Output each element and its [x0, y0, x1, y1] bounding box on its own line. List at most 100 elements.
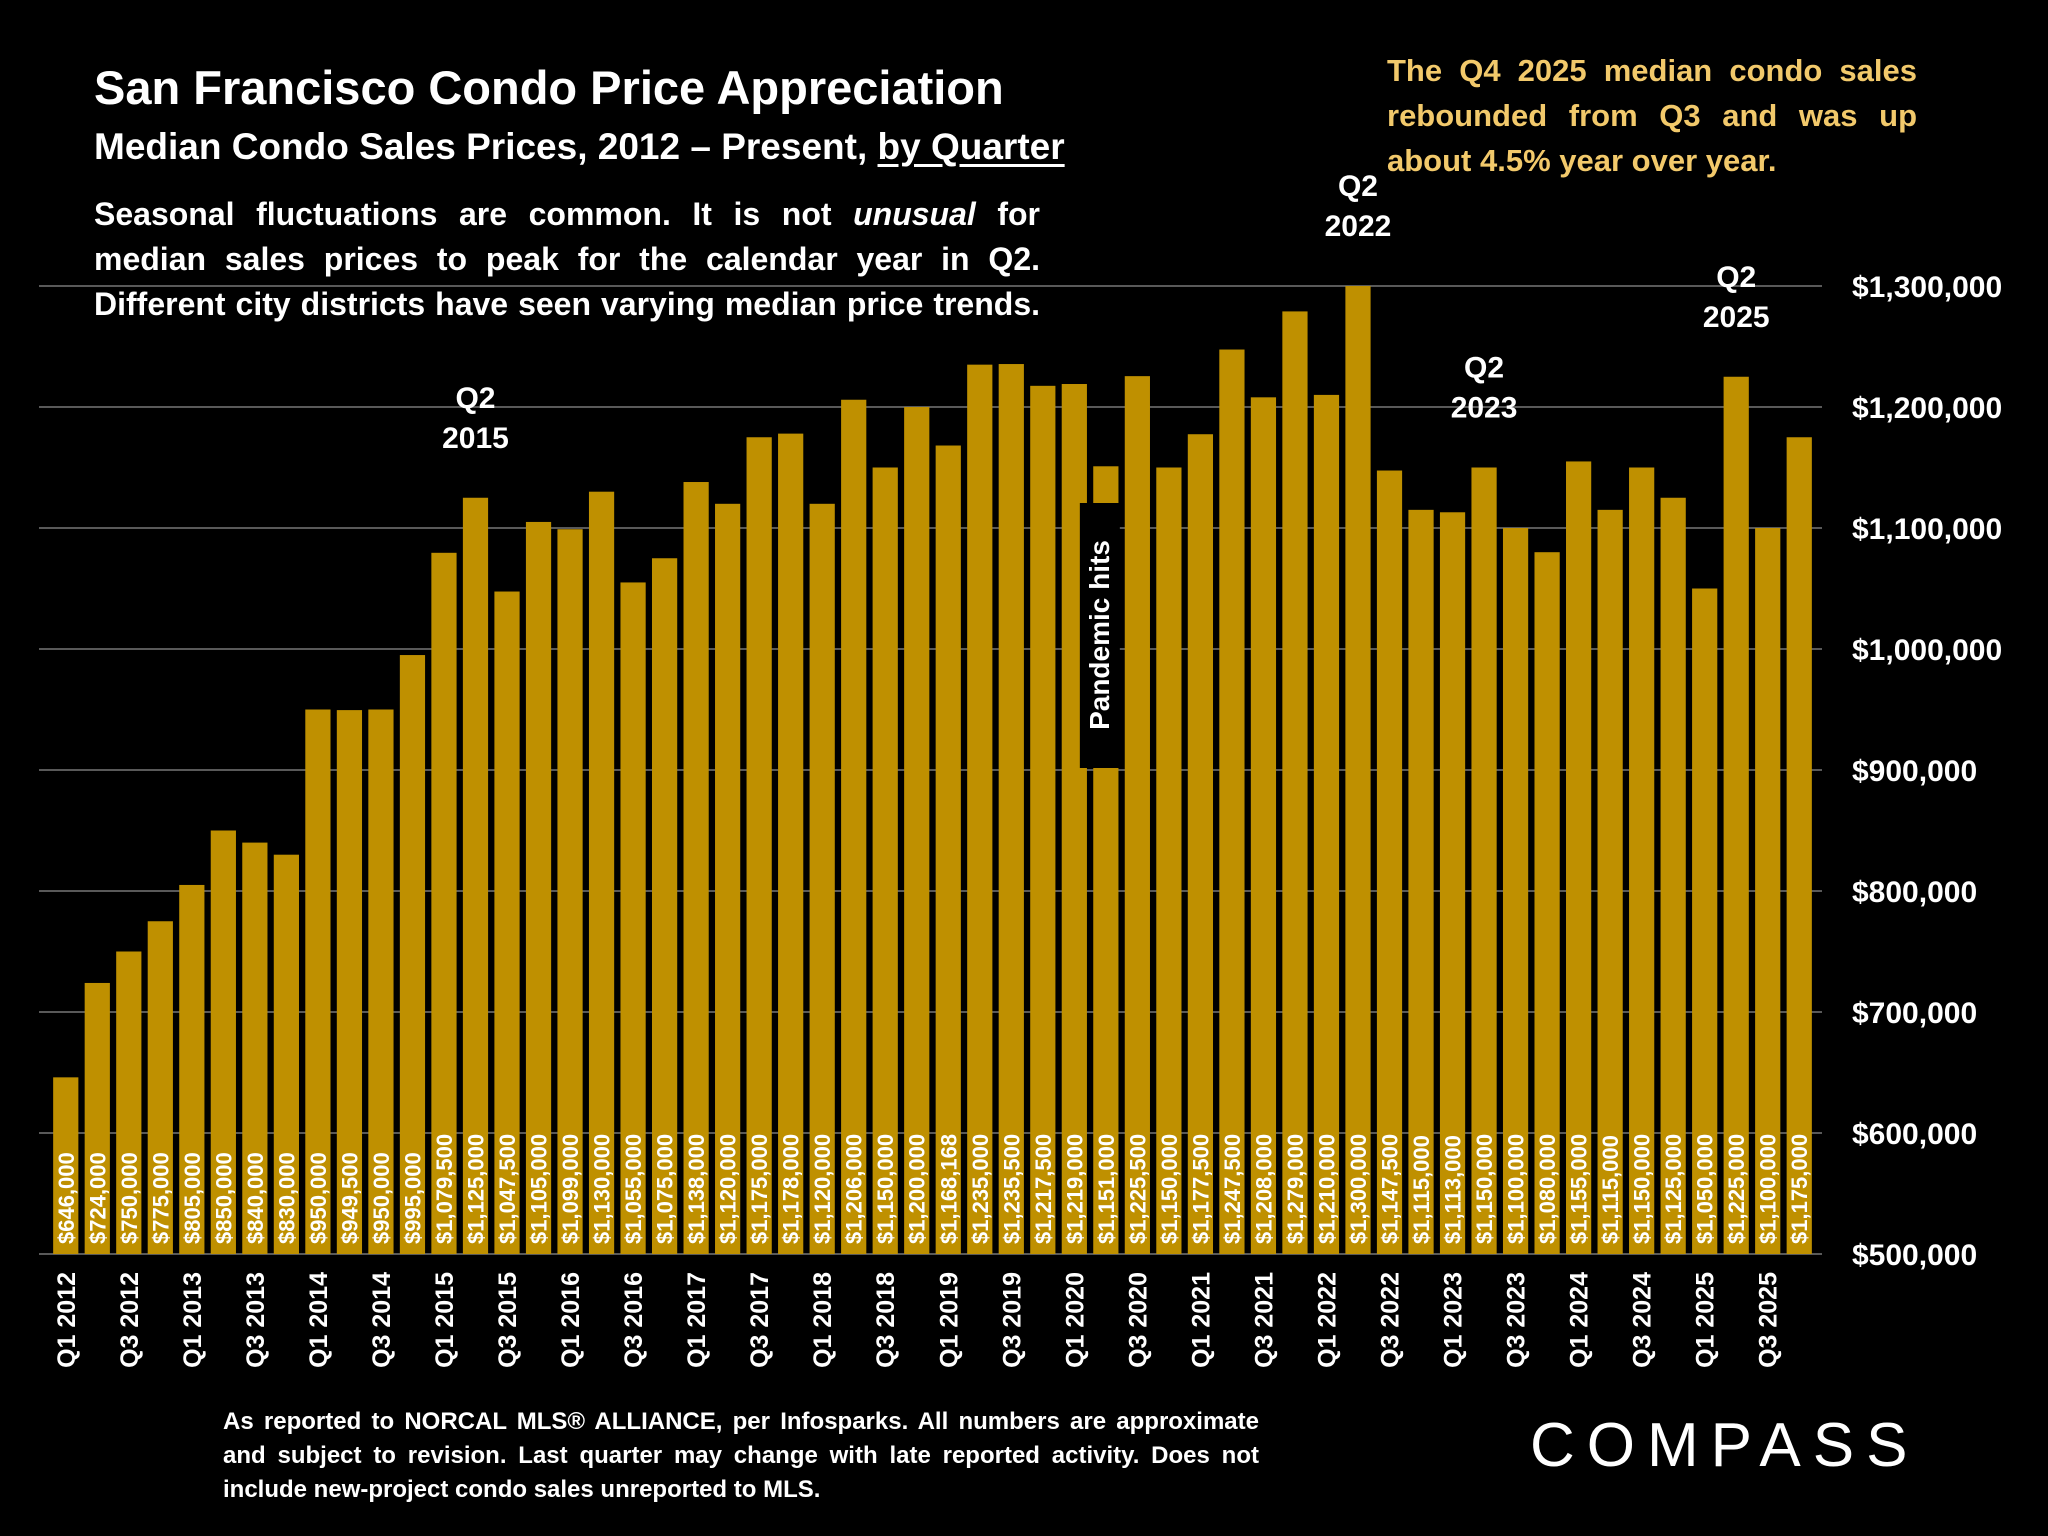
- x-tick-label: Q3 2019: [998, 1272, 1026, 1368]
- data-label: $1,105,000: [527, 1134, 552, 1244]
- annotation-label: Q2: [455, 382, 495, 415]
- bar: [588, 491, 615, 1254]
- bar: [116, 951, 142, 1254]
- data-label: $950,000: [369, 1152, 394, 1244]
- bar: [368, 709, 394, 1254]
- bar: [651, 558, 678, 1254]
- bar: [494, 591, 520, 1254]
- bar: [935, 445, 961, 1254]
- data-label: $1,247,500: [1220, 1134, 1245, 1244]
- bar: [557, 529, 583, 1254]
- data-label: $1,047,500: [495, 1134, 520, 1244]
- bar: [525, 521, 552, 1254]
- bar: [1439, 512, 1466, 1254]
- bar: [179, 884, 205, 1254]
- bar: [1692, 588, 1718, 1254]
- bar: [1471, 467, 1497, 1254]
- bar: [967, 364, 993, 1254]
- x-tick-label: Q3 2016: [620, 1272, 648, 1368]
- data-label: $1,210,000: [1314, 1134, 1339, 1244]
- bar: [1597, 509, 1623, 1255]
- data-label: $775,000: [148, 1152, 173, 1244]
- data-label: $1,235,500: [999, 1134, 1024, 1244]
- data-label: $1,206,000: [842, 1134, 867, 1244]
- data-label: $1,219,000: [1062, 1134, 1087, 1244]
- data-label: $995,000: [400, 1152, 425, 1244]
- bar: [1502, 528, 1529, 1254]
- data-label: $1,100,000: [1504, 1134, 1529, 1244]
- bar: [1345, 286, 1371, 1254]
- x-tick-label: Q3 2014: [368, 1272, 396, 1368]
- x-tick-label: Q1 2014: [305, 1272, 333, 1368]
- x-tick-label: Q3 2015: [494, 1272, 522, 1368]
- data-label: $1,079,500: [432, 1134, 457, 1244]
- data-label: $1,150,000: [1157, 1134, 1182, 1244]
- logo-text: COMPASS: [1530, 1411, 1920, 1480]
- annotation-label: 2022: [1325, 210, 1392, 243]
- bar: [1282, 311, 1308, 1254]
- bar: [305, 709, 331, 1254]
- data-label: $1,075,000: [653, 1134, 678, 1244]
- data-label: $724,000: [85, 1152, 110, 1244]
- data-label: $1,168,168: [936, 1134, 961, 1244]
- data-label: $1,155,000: [1567, 1134, 1592, 1244]
- data-label: $750,000: [117, 1152, 142, 1244]
- bar: [1534, 552, 1560, 1254]
- y-tick-label: $1,100,000: [1852, 513, 2002, 546]
- bar: [210, 830, 236, 1254]
- bar: [1030, 385, 1056, 1254]
- bar: [683, 482, 709, 1254]
- bar: [242, 842, 268, 1254]
- x-tick-label: Q3 2023: [1503, 1272, 1531, 1368]
- bar: [1629, 467, 1655, 1254]
- bar: [1408, 509, 1434, 1255]
- data-label: $1,300,000: [1346, 1134, 1371, 1244]
- annotation-label: Q2: [1338, 170, 1378, 203]
- bar: [462, 497, 489, 1254]
- description-part-3: for median sales prices to peak for the …: [94, 196, 1041, 322]
- bar: [620, 582, 646, 1254]
- annotation-label: Q2: [1716, 261, 1756, 294]
- data-label: $840,000: [243, 1152, 268, 1244]
- x-tick-label: Q3 2012: [116, 1272, 144, 1368]
- chart-subtitle: Median Condo Sales Prices, 2012 – Presen…: [94, 126, 1065, 168]
- data-label: $1,225,000: [1724, 1134, 1749, 1244]
- footnote: As reported to NORCAL MLS® ALLIANCE, per…: [223, 1408, 1259, 1503]
- data-label: $1,125,000: [463, 1134, 488, 1244]
- bar: [1219, 349, 1245, 1254]
- x-tick-label: Q1 2025: [1692, 1272, 1720, 1368]
- x-tick-label: Q1 2023: [1440, 1272, 1468, 1368]
- y-tick-label: $1,200,000: [1852, 392, 2002, 425]
- y-tick-label: $600,000: [1852, 1118, 1977, 1151]
- description-part-1: Seasonal fluctuations are common. It is …: [94, 196, 854, 232]
- bar: [431, 552, 457, 1254]
- bar: [273, 854, 299, 1254]
- data-label: $1,100,000: [1756, 1134, 1781, 1244]
- data-label: $1,113,000: [1441, 1135, 1466, 1244]
- data-label: $1,130,000: [590, 1134, 615, 1244]
- data-label: $1,115,000: [1598, 1135, 1623, 1244]
- data-label: $1,217,500: [1031, 1134, 1056, 1244]
- chart-title: San Francisco Condo Price Appreciation: [94, 61, 1004, 114]
- bar: [1376, 470, 1403, 1254]
- y-tick-label: $900,000: [1852, 755, 1977, 788]
- x-tick-label: Q1 2018: [809, 1272, 837, 1368]
- y-tick-label: $1,000,000: [1852, 634, 2002, 667]
- bar: [336, 710, 363, 1254]
- x-tick-label: Q3 2021: [1250, 1272, 1278, 1368]
- x-tick-label: Q3 2022: [1377, 1272, 1405, 1368]
- bar: [746, 437, 772, 1254]
- description-emphasis: unusual: [853, 196, 976, 232]
- x-tick-label: Q3 2013: [242, 1272, 270, 1368]
- bar: [778, 433, 804, 1254]
- bar: [715, 503, 741, 1254]
- data-label: $1,150,000: [873, 1134, 898, 1244]
- compass-logo: COMPASS: [1530, 1410, 1919, 1481]
- bar: [809, 503, 835, 1254]
- annotation-label: 2015: [442, 422, 509, 455]
- bar: [84, 982, 110, 1254]
- data-label: $646,000: [54, 1152, 79, 1244]
- bar: [1566, 461, 1592, 1254]
- y-tick-label: $700,000: [1852, 997, 1977, 1030]
- data-label: $1,235,000: [968, 1134, 993, 1244]
